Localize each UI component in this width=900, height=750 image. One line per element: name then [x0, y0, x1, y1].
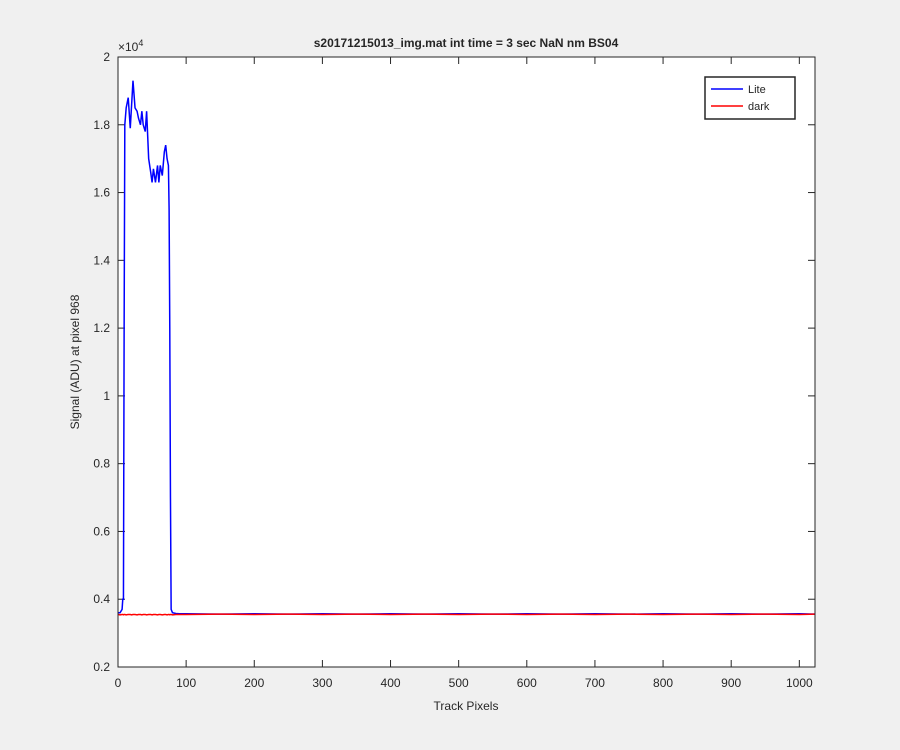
x-tick-label: 100: [176, 676, 196, 690]
y-axis-label: Signal (ADU) at pixel 968: [68, 294, 82, 429]
y-tick-label: 1.2: [93, 321, 110, 335]
legend-label: dark: [748, 101, 770, 113]
chart-title: s20171215013_img.mat int time = 3 sec Na…: [314, 36, 619, 50]
x-axis-label: Track Pixels: [434, 699, 499, 713]
x-tick-label: 1000: [786, 676, 813, 690]
y-tick-label: 1.6: [93, 186, 110, 200]
x-tick-label: 300: [312, 676, 332, 690]
y-tick-label: 0.4: [93, 592, 110, 606]
y-tick-label: 1.8: [93, 118, 110, 132]
x-tick-label: 900: [721, 676, 741, 690]
multiplier-base: ×10: [118, 40, 139, 54]
x-tick-label: 200: [244, 676, 264, 690]
y-tick-label: 1: [103, 389, 110, 403]
legend-box: [704, 76, 796, 120]
y-tick-label: 2: [103, 50, 110, 64]
multiplier-exponent: 4: [138, 38, 143, 48]
x-tick-label: 700: [585, 676, 605, 690]
x-tick-label: 800: [653, 676, 673, 690]
series-line: [118, 613, 815, 616]
y-tick-label: 0.8: [93, 457, 110, 471]
plot-area: [118, 57, 815, 667]
x-tick-label: 600: [517, 676, 537, 690]
legend-label: Lite: [748, 84, 766, 96]
x-tick-label: 400: [381, 676, 401, 690]
y-multiplier: ×104: [118, 38, 143, 54]
y-tick-label: 1.4: [93, 253, 110, 267]
y-tick-label: 0.6: [93, 524, 110, 538]
y-tick-label: 0.2: [93, 660, 110, 674]
axes-box: [117, 56, 816, 668]
x-tick-label: 0: [115, 676, 122, 690]
x-tick-label: 500: [449, 676, 469, 690]
